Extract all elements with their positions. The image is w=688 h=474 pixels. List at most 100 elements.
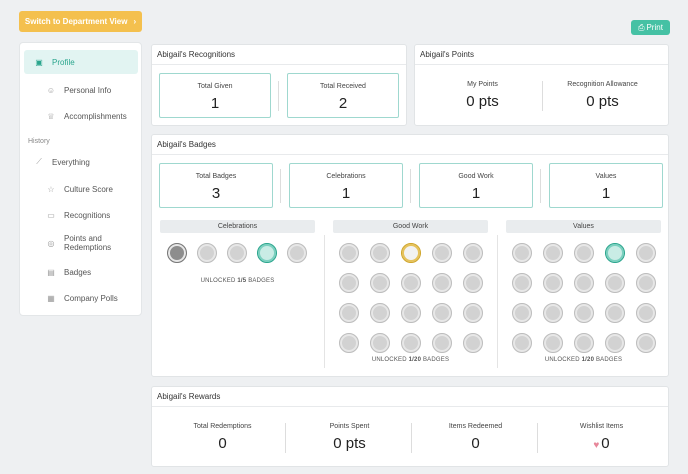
good-work-badge[interactable] [370,333,390,353]
divider [324,235,325,368]
sidebar-item-personal-info[interactable]: ☺ Personal Info [24,78,138,102]
sidebar-item-recognitions[interactable]: ▭ Recognitions [24,203,138,227]
sidebar-item-profile[interactable]: ▣ Profile [24,50,138,74]
values-badge[interactable] [605,333,625,353]
printer-icon: ⎙ [638,22,645,32]
values-badge[interactable] [543,273,563,293]
trophy-icon: ♕ [47,111,55,121]
good-work-badge[interactable] [463,273,483,293]
celebration-badge[interactable] [197,243,217,263]
good-work-badge[interactable] [432,333,452,353]
good-work-badge[interactable] [401,333,421,353]
sidebar: ▣ Profile ☺ Personal Info ♕ Accomplishme… [19,42,142,316]
points-spent-value: 0 pts [333,435,366,452]
celebrations-category-header: Celebrations [160,220,315,233]
values-badge[interactable] [543,303,563,323]
good-work-badge[interactable] [401,273,421,293]
sidebar-item-label: Company Polls [64,293,118,303]
coins-icon: ◎ [47,238,55,248]
celebrations-unlocked-count: UNLOCKED 1/5 BADGES [200,278,275,284]
my-points-label: My Points [467,81,498,88]
id-card-icon: ▣ [35,57,43,67]
good-work-badge[interactable] [370,243,390,263]
switch-department-view-button[interactable]: Switch to Department View › [19,11,142,32]
values-badge[interactable] [636,333,656,353]
sidebar-item-everything[interactable]: ⟋ Everything [24,150,138,174]
values-badge[interactable] [574,303,594,323]
total-redemptions-label: Total Redemptions [193,423,252,430]
sidebar-item-label: Badges [64,267,92,277]
values-label: Values [595,173,617,180]
good-work-box: Good Work 1 [419,163,533,208]
items-redeemed-label: Items Redeemed [448,423,503,430]
celebration-badge[interactable] [167,243,187,263]
values-badge[interactable] [574,333,594,353]
values-badge[interactable] [512,273,532,293]
good-work-badge[interactable] [401,303,421,323]
points-spent-label: Points Spent [329,423,370,430]
values-badge[interactable] [543,243,563,263]
sidebar-item-points-redemptions[interactable]: ◎ Points and Redemptions [24,229,138,257]
good-work-badge-unlocked[interactable] [401,243,421,263]
sidebar-item-accomplishments[interactable]: ♕ Accomplishments [24,104,138,128]
values-badge[interactable] [605,273,625,293]
values-badge[interactable] [512,333,532,353]
divider [540,169,541,203]
recognition-allowance-label: Recognition Allowance [567,81,638,88]
sidebar-item-label: Culture Score [64,184,113,194]
my-points-value: 0 pts [466,93,499,110]
good-work-badge[interactable] [339,333,359,353]
items-redeemed-stat: Items Redeemed 0 [413,423,538,452]
celebration-badge-unlocked[interactable] [257,243,277,263]
values-badge[interactable] [512,243,532,263]
chevron-right-icon: › [133,17,137,26]
person-icon: ☺ [46,85,56,95]
good-work-badge[interactable] [370,273,390,293]
good-work-badge[interactable] [339,243,359,263]
total-received-label: Total Received [320,83,366,90]
divider [410,169,411,203]
badges-title: Abigail's Badges [152,135,668,155]
badge-stack-icon: ▤ [47,267,55,277]
star-icon: ☆ [47,184,55,194]
values-category-header: Values [506,220,661,233]
good-work-badge[interactable] [339,303,359,323]
good-work-badge[interactable] [463,303,483,323]
sidebar-item-badges[interactable]: ▤ Badges [24,260,138,284]
good-work-badge[interactable] [432,243,452,263]
values-badge[interactable] [574,273,594,293]
sidebar-item-label: Profile [52,57,75,67]
chat-icon: ▭ [47,210,55,220]
celebration-badge[interactable] [227,243,247,263]
good-work-badge[interactable] [432,273,452,293]
sidebar-item-label: Recognitions [64,210,111,220]
chart-line-icon: ⟋ [36,157,42,166]
good-work-badge[interactable] [370,303,390,323]
total-given-label: Total Given [197,83,233,90]
sidebar-item-company-polls[interactable]: ▦ Company Polls [24,286,138,310]
sidebar-item-culture-score[interactable]: ☆ Culture Score [24,177,138,201]
print-button[interactable]: ⎙ Print [631,20,670,35]
values-badge[interactable] [636,303,656,323]
values-badge[interactable] [543,333,563,353]
my-points-stat: My Points 0 pts [425,81,540,110]
rewards-title: Abigail's Rewards [152,387,668,407]
values-badge[interactable] [574,243,594,263]
sidebar-item-label: Everything [52,157,90,167]
total-badges-label: Total Badges [195,173,237,180]
values-badge[interactable] [636,243,656,263]
good-work-label: Good Work [458,173,494,180]
good-work-badge[interactable] [463,333,483,353]
good-work-badge[interactable] [339,273,359,293]
celebration-badge[interactable] [287,243,307,263]
values-badge[interactable] [512,303,532,323]
print-label: Print [646,23,663,32]
values-badge[interactable] [605,303,625,323]
rewards-card: Abigail's Rewards Total Redemptions 0 Po… [151,386,669,467]
good-work-badge[interactable] [432,303,452,323]
values-badge-unlocked[interactable] [605,243,625,263]
good-work-badge[interactable] [463,243,483,263]
points-title: Abigail's Points [415,45,668,65]
values-unlocked-count: UNLOCKED 1/20 BADGES [544,357,623,363]
values-badge[interactable] [636,273,656,293]
